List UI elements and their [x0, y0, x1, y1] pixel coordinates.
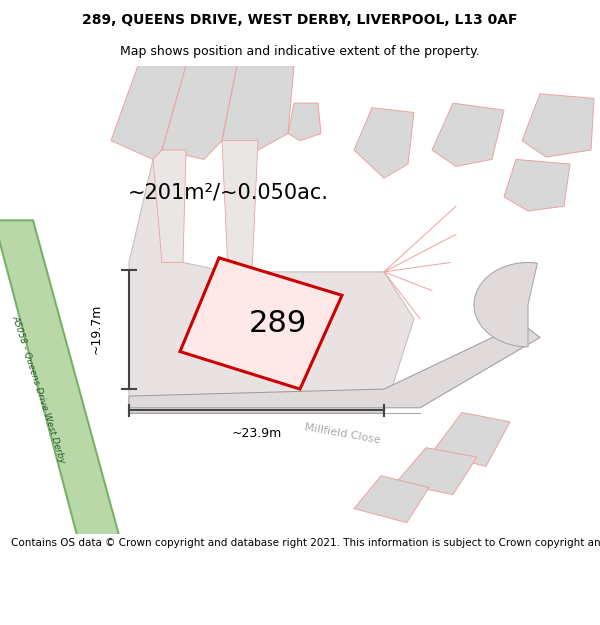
Polygon shape — [129, 324, 540, 408]
Polygon shape — [0, 220, 120, 539]
Text: A5058 - Queens Drive West Derby: A5058 - Queens Drive West Derby — [11, 314, 67, 464]
Polygon shape — [162, 66, 237, 159]
Polygon shape — [111, 66, 186, 159]
Polygon shape — [153, 150, 186, 262]
Polygon shape — [288, 103, 321, 141]
Polygon shape — [180, 258, 342, 389]
Polygon shape — [354, 476, 429, 522]
Polygon shape — [222, 66, 294, 150]
Text: 289, QUEENS DRIVE, WEST DERBY, LIVERPOOL, L13 0AF: 289, QUEENS DRIVE, WEST DERBY, LIVERPOOL… — [82, 12, 518, 27]
Wedge shape — [474, 262, 538, 347]
Text: Millfield Close: Millfield Close — [303, 422, 381, 445]
Polygon shape — [432, 412, 510, 466]
Polygon shape — [222, 141, 258, 272]
Polygon shape — [396, 448, 477, 494]
Text: ~19.7m: ~19.7m — [89, 304, 103, 354]
Text: ~23.9m: ~23.9m — [232, 427, 281, 440]
Polygon shape — [129, 159, 414, 412]
Polygon shape — [522, 94, 594, 157]
Text: 289: 289 — [249, 309, 307, 338]
Text: Map shows position and indicative extent of the property.: Map shows position and indicative extent… — [120, 45, 480, 58]
Text: ~201m²/~0.050ac.: ~201m²/~0.050ac. — [128, 182, 329, 203]
Polygon shape — [504, 159, 570, 211]
Polygon shape — [432, 103, 504, 166]
Polygon shape — [354, 107, 414, 178]
Text: Contains OS data © Crown copyright and database right 2021. This information is : Contains OS data © Crown copyright and d… — [11, 538, 600, 548]
